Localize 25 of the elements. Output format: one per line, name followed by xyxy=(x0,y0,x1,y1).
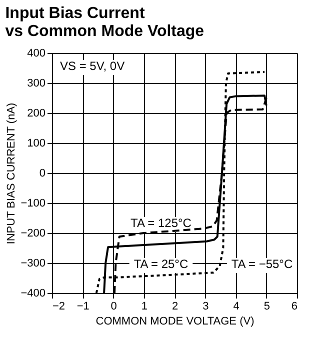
annotation: TA = −55°C xyxy=(231,257,293,271)
annotation: VS = 5V, 0V xyxy=(60,59,125,73)
x-tick-label: 0 xyxy=(110,300,117,312)
annotation: TA = 125°C xyxy=(130,216,192,230)
annotation: TA = 25°C xyxy=(134,257,188,271)
x-tick-label: 3 xyxy=(202,300,209,312)
x-tick-label: −2 xyxy=(52,300,66,312)
y-tick-label: −100 xyxy=(20,198,46,210)
x-tick-label: −1 xyxy=(76,300,90,312)
y-tick-label: 100 xyxy=(27,138,46,150)
y-tick-label: 200 xyxy=(27,108,46,120)
x-tick-label: 4 xyxy=(233,300,240,312)
y-tick-label: −200 xyxy=(20,228,46,240)
y-tick-label: 400 xyxy=(27,48,46,60)
y-tick-label: −300 xyxy=(20,258,46,270)
x-axis-title: COMMON MODE VOLTAGE (V) xyxy=(96,316,254,328)
x-tick-label: 6 xyxy=(291,300,298,312)
x-tick-label: 1 xyxy=(141,300,148,312)
x-tick-label: 5 xyxy=(264,300,270,312)
y-axis-title: INPUT BIAS CURRENT (nA) xyxy=(6,102,18,244)
y-tick-label: 300 xyxy=(27,78,46,90)
chart-title: Input Bias Current vs Common Mode Voltage xyxy=(5,5,204,40)
x-tick-label: 2 xyxy=(172,300,178,312)
y-tick-label: −400 xyxy=(20,288,46,300)
y-tick-label: 0 xyxy=(39,168,46,180)
